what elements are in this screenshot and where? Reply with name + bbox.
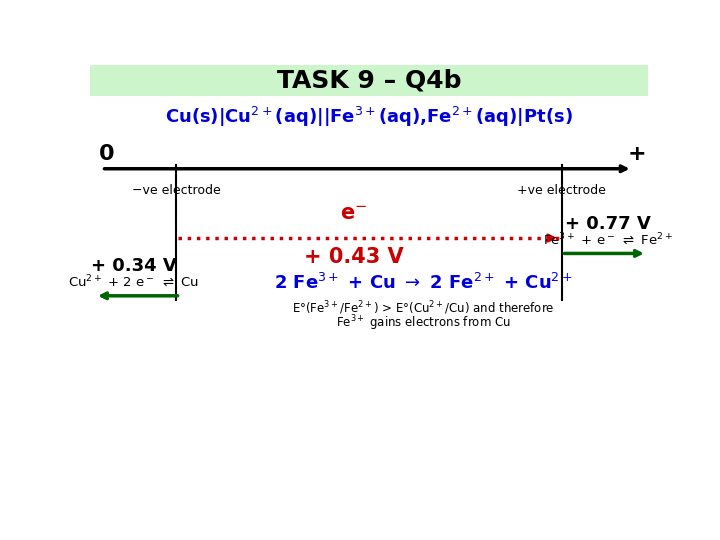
Text: + 0.77 V: + 0.77 V xyxy=(565,215,651,233)
Text: Cu(s)|Cu$^{2+}$(aq)||Fe$^{3+}$(aq),Fe$^{2+}$(aq)|Pt(s): Cu(s)|Cu$^{2+}$(aq)||Fe$^{3+}$(aq),Fe$^{… xyxy=(165,105,573,129)
Text: 2 Fe$^{3+}$ + Cu $\rightarrow$ 2 Fe$^{2+}$ + Cu$^{2+}$: 2 Fe$^{3+}$ + Cu $\rightarrow$ 2 Fe$^{2+… xyxy=(274,273,572,293)
Text: −ve electrode: −ve electrode xyxy=(132,184,221,197)
Text: Fe$^{3+}$ gains electrons from Cu: Fe$^{3+}$ gains electrons from Cu xyxy=(336,314,510,333)
Text: +ve electrode: +ve electrode xyxy=(517,184,606,197)
Text: TASK 9 – Q4b: TASK 9 – Q4b xyxy=(276,68,462,92)
Text: +: + xyxy=(628,144,647,164)
Text: 0: 0 xyxy=(99,144,115,164)
Text: Cu$^{2+}$ + 2 e$^-$ $\rightleftharpoons$ Cu: Cu$^{2+}$ + 2 e$^-$ $\rightleftharpoons$… xyxy=(68,274,199,291)
Bar xyxy=(90,65,648,96)
Text: Fe$^{3+}$ + e$^-$ $\rightleftharpoons$ Fe$^{2+}$: Fe$^{3+}$ + e$^-$ $\rightleftharpoons$ F… xyxy=(543,232,673,248)
Text: + 0.34 V: + 0.34 V xyxy=(91,257,176,275)
Text: + 0.43 V: + 0.43 V xyxy=(304,247,403,267)
Text: e$^{-}$: e$^{-}$ xyxy=(340,204,367,224)
Text: E$\degree$(Fe$^{3+}$/Fe$^{2+}$) > E$\degree$(Cu$^{2+}$/Cu) and therefore: E$\degree$(Fe$^{3+}$/Fe$^{2+}$) > E$\deg… xyxy=(292,300,554,317)
